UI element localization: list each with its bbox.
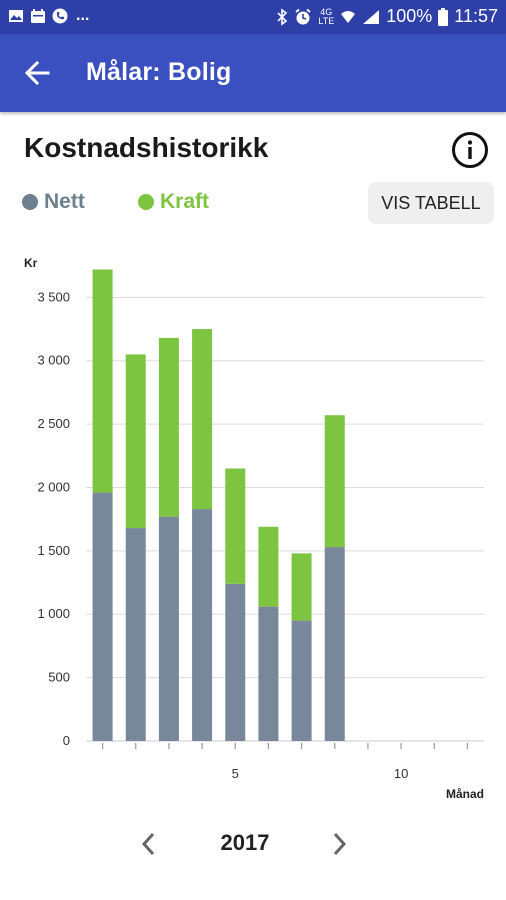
bar-nett: [192, 509, 213, 741]
bar-nett: [158, 516, 179, 741]
battery-icon: [438, 7, 449, 26]
system-icons: 4G LTE 100% 11:57: [276, 6, 498, 27]
info-icon: [452, 132, 488, 168]
info-button[interactable]: [451, 131, 489, 169]
bar-kraft: [192, 329, 213, 510]
year-navigation: 2017: [0, 828, 506, 868]
back-button[interactable]: [22, 58, 56, 88]
phone-icon: [52, 8, 68, 24]
alarm-icon: [295, 8, 312, 24]
y-tick-label: 1 000: [37, 606, 70, 621]
bluetooth-icon: [277, 7, 288, 26]
y-tick-label: 3 000: [37, 353, 70, 368]
notification-icons: ...: [8, 7, 89, 25]
x-tick-label: 10: [394, 766, 408, 781]
y-tick-label: 1 500: [37, 543, 70, 558]
cost-history-chart: 0 500 1 000 1 500 2 000 2 500 3 000 3 500 Kr 5 10 M…: [24, 256, 484, 801]
image-icon: [9, 10, 23, 22]
y-tick-label: 500: [48, 670, 70, 685]
bar-kraft: [291, 553, 312, 621]
bar-kraft: [258, 526, 279, 607]
y-tick-label: 2 000: [37, 479, 70, 494]
legend-label-nett: Nett: [44, 190, 85, 213]
bar-nett: [225, 583, 246, 741]
bar-kraft: [324, 415, 345, 548]
signal-icon: [363, 9, 380, 24]
next-year-button[interactable]: [324, 828, 354, 860]
app-bar: Målar: Bolig: [0, 34, 506, 112]
chevron-left-icon: [141, 832, 155, 856]
legend-item-kraft: Kraft: [138, 190, 209, 214]
arrow-back-icon: [24, 60, 50, 86]
wifi-icon: [341, 10, 356, 23]
previous-year-button[interactable]: [134, 828, 164, 860]
bar-nett: [324, 547, 345, 741]
app-bar-title: Målar: Bolig: [86, 58, 232, 86]
y-axis-label: Kr: [24, 256, 38, 270]
show-table-button[interactable]: VIS TABELL: [368, 182, 494, 224]
legend-label-kraft: Kraft: [160, 190, 210, 213]
bar-kraft: [225, 468, 246, 584]
calendar-icon: [31, 9, 45, 23]
x-axis-label: Månad: [446, 787, 484, 801]
bar-nett: [258, 606, 279, 741]
chevron-right-icon: [333, 832, 347, 856]
legend-dot-nett: [22, 194, 38, 210]
legend-dot-kraft: [138, 194, 154, 210]
y-tick-label: 2 500: [37, 416, 70, 431]
bar-nett: [125, 528, 146, 741]
bar-kraft: [125, 354, 146, 529]
bar-kraft: [158, 337, 179, 517]
x-tick-label: 5: [232, 766, 239, 781]
overflow-dots: ...: [76, 7, 90, 24]
y-tick-label: 0: [63, 733, 70, 748]
network-type: 4G LTE: [318, 6, 335, 26]
battery-percent: 100%: [386, 6, 433, 26]
y-tick-label: 3 500: [37, 289, 70, 304]
year-label: 2017: [220, 830, 270, 855]
bar-nett: [291, 620, 312, 741]
legend-item-nett: Nett: [22, 190, 85, 214]
page-title: Kostnadshistorikk: [24, 132, 269, 163]
bar-nett: [92, 492, 113, 741]
clock: 11:57: [454, 6, 498, 26]
status-bar: ... 4G LTE 100% 11:57: [0, 0, 506, 34]
bar-kraft: [92, 269, 113, 493]
